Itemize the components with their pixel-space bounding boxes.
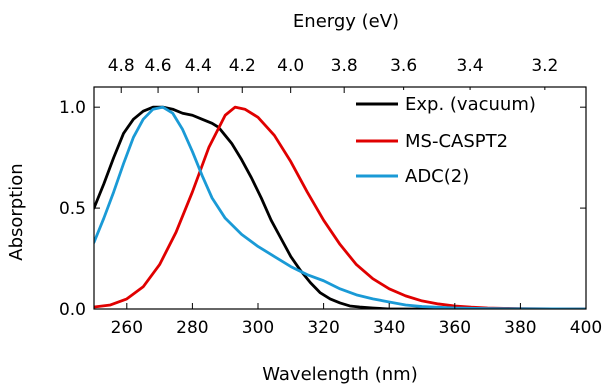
- x-axis-title: Wavelength (nm): [262, 364, 418, 385]
- top-tick-label: 4.6: [145, 56, 172, 76]
- top-tick-label: 3.6: [390, 56, 417, 76]
- x-tick-label: 280: [176, 318, 208, 338]
- legend-label-ms-caspt2: MS-CASPT2: [405, 131, 508, 152]
- x-tick-label: 340: [373, 318, 405, 338]
- y-axis-title: Absorption: [6, 163, 27, 260]
- top-tick-label: 4.8: [108, 56, 135, 76]
- legend-label-adc2: ADC(2): [405, 166, 469, 187]
- y-tick-label: 0.5: [59, 199, 86, 219]
- x-tick-label: 400: [570, 318, 602, 338]
- plot-frame: [93, 86, 587, 310]
- top-axis-title: Energy (eV): [293, 11, 399, 32]
- top-tick-label: 4.0: [277, 56, 304, 76]
- top-tick-label: 3.8: [331, 56, 358, 76]
- top-tick-label: 4.4: [185, 56, 212, 76]
- series-line-adc-2: [94, 105, 586, 309]
- plot-content: [94, 105, 586, 309]
- y-tick-label: 1.0: [59, 98, 86, 118]
- y-tick-label: 0.0: [59, 300, 86, 320]
- legend-box: [352, 90, 578, 186]
- x-tick-label: 320: [307, 318, 339, 338]
- series-line-exp-vacuum: [94, 105, 586, 309]
- top-tick-label: 3.2: [531, 56, 558, 76]
- legend: Exp. (vacuum) MS-CASPT2 ADC(2): [352, 90, 578, 187]
- x-tick-label: 360: [439, 318, 471, 338]
- axes-layer: 260 280 300 320 340 360 380 400 0.0 0.5 1.0 4.8 4.6 4…: [59, 56, 602, 338]
- top-tick-label: 3.4: [457, 56, 484, 76]
- legend-label-exp-vacuum: Exp. (vacuum): [405, 94, 536, 115]
- x-tick-label: 300: [242, 318, 274, 338]
- x-tick-label: 260: [111, 318, 143, 338]
- top-tick-label: 4.2: [229, 56, 256, 76]
- x-tick-label: 380: [504, 318, 536, 338]
